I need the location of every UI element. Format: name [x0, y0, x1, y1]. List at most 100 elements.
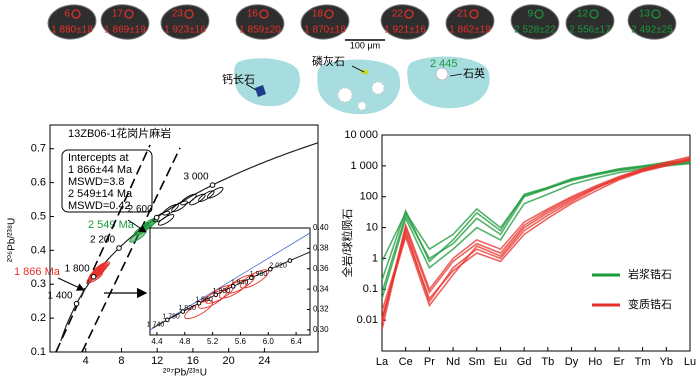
analysis-spot — [124, 9, 134, 19]
spot-number: 16 — [247, 9, 259, 20]
spot-age: 2 492±25 — [631, 25, 673, 36]
age-mark — [196, 300, 202, 306]
spot-age: 1 921±16 — [384, 25, 426, 36]
inclusion-age: 2 445 — [430, 58, 458, 70]
error-ellipse — [184, 299, 214, 320]
spot-age: 1 859±20 — [239, 25, 281, 36]
intercept-text: 2 549±14 Ma — [68, 188, 133, 200]
y-tick-label: 0.5 — [31, 210, 46, 222]
age-mark-label: 1 860 — [195, 297, 213, 304]
age-mark-label: 1 780 — [162, 313, 180, 320]
y-tick-label: 0.3 — [31, 278, 46, 290]
y-tick-label: 0.40 — [313, 223, 329, 232]
x-tick-label: Tm — [635, 356, 651, 368]
error-ellipse — [171, 200, 188, 213]
analysis-spot — [589, 9, 599, 19]
age-mark — [73, 300, 80, 307]
spot-number: 18 — [312, 9, 324, 20]
x-tick-label: 16 — [187, 355, 199, 367]
zircon-grain — [510, 4, 560, 40]
error-ellipse — [207, 186, 224, 199]
discordia — [81, 147, 181, 352]
age-mark-label: 1 940 — [231, 280, 249, 287]
age-mark-label: 3 000 — [183, 172, 208, 183]
age-mark-label: 2 600 — [128, 204, 153, 215]
x-tick-label: 20 — [223, 355, 235, 367]
age-mark-label: 1 740 — [147, 322, 165, 329]
x-tick-label: 5.2 — [207, 337, 219, 346]
discordia — [55, 144, 151, 352]
inclusion-grain — [234, 58, 300, 107]
intercept-text: Intercepts at — [68, 152, 129, 164]
age-mark-label: 2 020 — [269, 262, 287, 269]
x-tick-label: Dy — [565, 356, 579, 368]
y-tick-label: 0.1 — [31, 346, 46, 358]
analysis-spot — [324, 9, 334, 19]
age-mark — [180, 309, 186, 314]
spot-age: 1 880±18 — [51, 25, 93, 36]
scale-bar-label: 100 μm — [350, 40, 380, 50]
zircon-grain — [445, 4, 495, 40]
analysis-spot — [534, 9, 544, 19]
arrow — [127, 219, 147, 233]
spot-number: 21 — [457, 9, 469, 20]
spot-number: 17 — [112, 9, 124, 20]
zircon-grain — [47, 4, 97, 40]
age-mark — [209, 182, 216, 188]
x-tick-label: Nd — [446, 356, 460, 368]
ree-line — [381, 157, 691, 330]
y-tick-label: 0.2 — [31, 312, 46, 324]
x-tick-label: Gd — [517, 356, 532, 368]
legend-label: 岩浆锆石 — [628, 267, 672, 281]
x-tick-label: 4.4 — [151, 337, 163, 346]
age-mark — [287, 258, 293, 263]
concordia-curve — [60, 142, 318, 342]
leader-line — [245, 83, 257, 91]
ree-line — [381, 155, 691, 324]
annotation: 1 866 Ma — [14, 266, 61, 278]
x-tick-label: 6.0 — [263, 337, 275, 346]
zircon-grain — [380, 4, 430, 40]
spot-age: 2 528±22 — [514, 25, 556, 36]
age-mark-label: 2 200 — [90, 235, 115, 246]
inclusion — [337, 87, 353, 103]
ree-line — [381, 157, 691, 318]
age-mark-label: 1 800 — [65, 263, 90, 274]
zircon-grain — [627, 4, 677, 40]
analysis-spot — [651, 9, 661, 19]
y-tick-label: 1 — [372, 252, 378, 264]
x-tick-label: 4.8 — [179, 337, 191, 346]
age-mark — [90, 273, 97, 280]
error-ellipse — [189, 193, 206, 206]
age-mark — [116, 245, 122, 251]
x-tick-label: La — [376, 356, 389, 368]
age-mark — [249, 275, 254, 281]
y-tick-label: 0.01 — [357, 314, 378, 326]
spot-number: 22 — [392, 9, 404, 20]
spot-number: 12 — [577, 9, 589, 20]
inclusion-label: 钙长石 — [222, 72, 255, 86]
analysis-spot — [259, 9, 269, 19]
intercept-text: 1 866±44 Ma — [68, 164, 133, 176]
legend-label: 变质锆石 — [628, 297, 672, 311]
age-mark — [267, 266, 273, 272]
inclusion-label: 磷灰石 — [312, 54, 345, 68]
age-mark — [165, 317, 170, 323]
spot-number: 13 — [639, 9, 651, 20]
spot-age: 1 862±19 — [449, 25, 491, 36]
intercept-box — [61, 149, 153, 213]
plot-frame — [49, 124, 319, 353]
x-tick-label: 8 — [118, 355, 124, 367]
zircon-grain — [235, 4, 285, 40]
error-ellipse — [157, 214, 175, 226]
y-tick-label: 0.7 — [31, 143, 46, 155]
age-mark — [230, 284, 236, 289]
age-mark — [213, 292, 219, 298]
inclusion-grain — [317, 59, 401, 115]
age-mark — [153, 214, 160, 221]
arrow — [57, 277, 85, 291]
intercept-text: MSWD=3.8 — [68, 176, 125, 188]
y-tick-label: 0.36 — [313, 264, 329, 273]
y-axis-label: 全岩/球粒陨石 — [340, 208, 354, 277]
inclusion-label: 石英 — [463, 66, 485, 80]
